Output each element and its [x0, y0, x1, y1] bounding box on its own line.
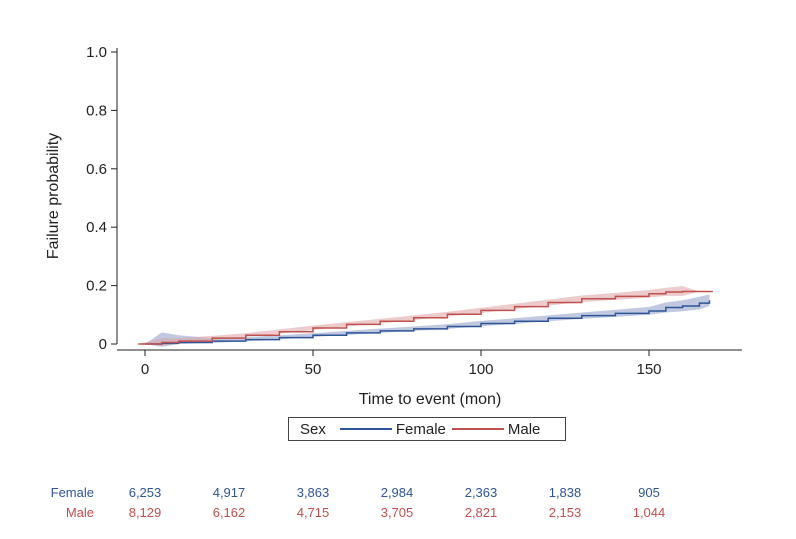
risk-value: 1,044 — [632, 505, 666, 520]
risk-value: 4,715 — [296, 505, 330, 520]
risk-row-label: Male — [65, 505, 94, 520]
risk-value: 4,917 — [212, 485, 246, 500]
y-tick-label: 1.0 — [86, 44, 107, 61]
y-tick-label: 0.2 — [86, 278, 107, 295]
legend-swatch-female — [339, 428, 392, 430]
x-tick-label: 0 — [141, 361, 149, 378]
y-tick-label: 0.6 — [86, 161, 107, 178]
legend-label-male: Male — [507, 420, 541, 438]
legend-label-female: Female — [395, 420, 446, 438]
axes: 0 0.2 0.4 0.6 0.8 1.0 Failure probability 0 50 10… — [45, 44, 742, 408]
legend-title: Sex — [300, 420, 326, 438]
y-tick-label: 0.4 — [86, 219, 107, 236]
x-tick-label: 100 — [468, 361, 493, 378]
ci-band-male — [138, 286, 713, 346]
risk-value: 2,363 — [464, 485, 498, 500]
x-tick-label: 150 — [636, 361, 661, 378]
risk-value: 6,162 — [212, 505, 246, 520]
risk-value: 2,984 — [380, 485, 414, 500]
chart-canvas: 0 0.2 0.4 0.6 0.8 1.0 Failure probability 0 50 10… — [45, 44, 742, 408]
y-tick-label: 0.8 — [86, 102, 107, 119]
legend: Sex Female Male — [288, 417, 566, 441]
x-axis-label: Time to event (mon) — [359, 391, 502, 408]
risk-value: 2,153 — [548, 505, 582, 520]
risk-value: 905 — [638, 485, 660, 500]
risk-row-label: Female — [50, 485, 94, 500]
risk-value: 3,705 — [380, 505, 414, 520]
risk-row-male: Male 8,129 6,162 4,715 3,705 2,821 2,153 1,044 — [0, 505, 796, 523]
y-axis-label: Failure probability — [45, 133, 62, 259]
risk-value: 2,821 — [464, 505, 498, 520]
series-line-male — [138, 290, 713, 345]
risk-value: 8,129 — [128, 505, 162, 520]
series-line-female — [145, 300, 711, 345]
ci-band-female — [145, 294, 710, 347]
risk-value: 1,838 — [548, 485, 582, 500]
x-tick-label: 50 — [305, 361, 322, 378]
y-tick-label: 0 — [99, 336, 107, 353]
risk-value: 6,253 — [128, 485, 162, 500]
risk-row-female: Female 6,253 4,917 3,863 2,984 2,363 1,838 905 — [0, 485, 796, 503]
legend-swatch-male — [451, 428, 504, 430]
risk-value: 3,863 — [296, 485, 330, 500]
series-lines — [138, 290, 713, 345]
